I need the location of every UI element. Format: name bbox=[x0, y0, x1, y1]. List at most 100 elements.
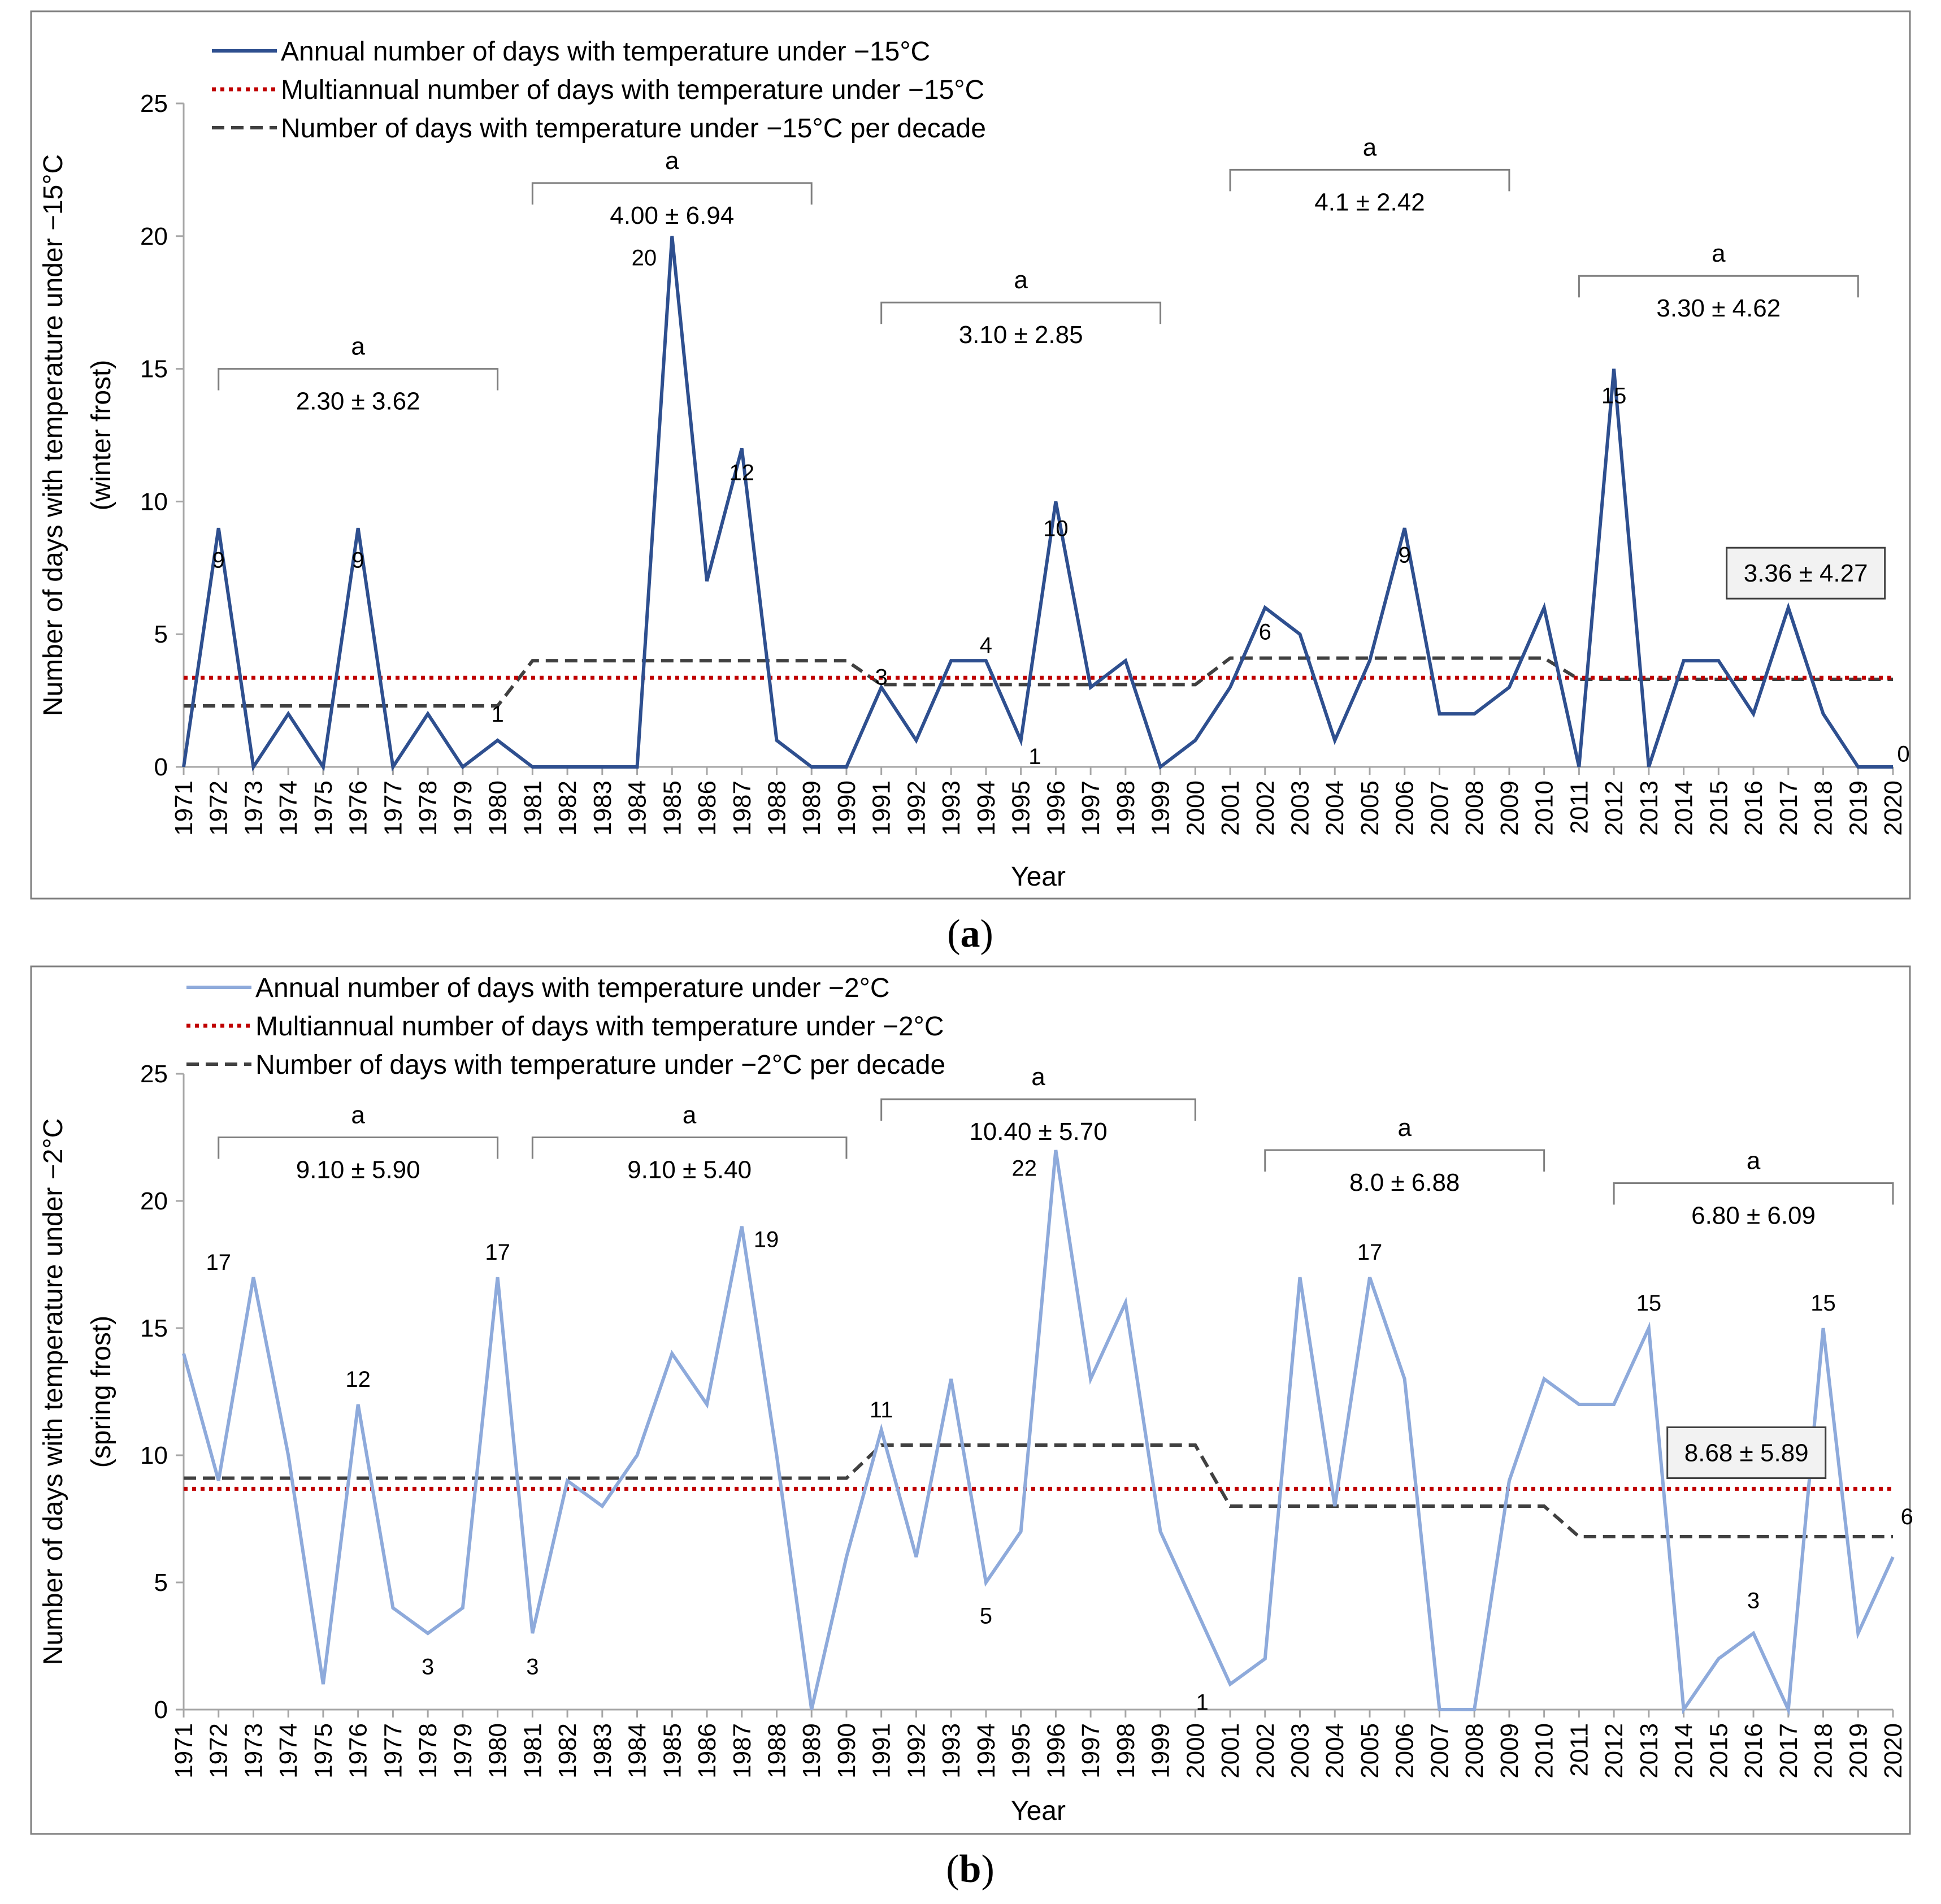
x-tick-label: 1981 bbox=[519, 780, 546, 836]
x-tick-label: 1992 bbox=[902, 780, 930, 836]
x-tick-label: 1971 bbox=[170, 1723, 198, 1779]
decade-bracket bbox=[1229, 168, 1510, 192]
decade-bracket bbox=[1613, 1182, 1894, 1205]
decade-mean-sd: 10.40 ± 5.70 bbox=[969, 1118, 1107, 1146]
x-tick-label: 2004 bbox=[1321, 780, 1349, 836]
x-tick-label: 2016 bbox=[1740, 780, 1768, 836]
decade-mean-sd: 2.30 ± 3.62 bbox=[296, 388, 420, 415]
x-tick-label: 2020 bbox=[1879, 1723, 1907, 1779]
chart-frame bbox=[30, 10, 1911, 900]
x-tick-label: 2017 bbox=[1775, 1723, 1803, 1779]
data-label: 9 bbox=[212, 548, 225, 573]
data-label: 12 bbox=[345, 1367, 371, 1392]
x-tick-label: 2013 bbox=[1635, 1723, 1663, 1779]
x-tick-label: 2018 bbox=[1810, 1723, 1838, 1779]
y-tick-label: 20 bbox=[140, 223, 168, 250]
x-tick-label: 2010 bbox=[1531, 1723, 1558, 1779]
decade-bracket bbox=[880, 301, 1162, 324]
data-label: 1 bbox=[1196, 1690, 1209, 1715]
x-tick-label: 1973 bbox=[240, 780, 267, 836]
legend-label: Number of days with temperature under −2… bbox=[255, 1050, 945, 1080]
data-label: 17 bbox=[485, 1240, 510, 1265]
legend-label: Multiannual number of days with temperat… bbox=[255, 1012, 944, 1042]
x-tick-label: 1989 bbox=[798, 780, 826, 836]
x-tick-label: 1980 bbox=[484, 1723, 512, 1779]
data-label: 1 bbox=[1028, 744, 1041, 769]
decade-group-letter: a bbox=[1747, 1147, 1761, 1175]
overall-mean-text: 8.68 ± 5.89 bbox=[1684, 1439, 1809, 1467]
decade-bracket bbox=[218, 368, 499, 391]
x-tick-label: 1972 bbox=[205, 1723, 233, 1779]
x-tick-label: 2001 bbox=[1217, 1723, 1244, 1779]
x-tick-label: 2003 bbox=[1287, 1723, 1314, 1779]
decade-mean-sd: 4.1 ± 2.42 bbox=[1314, 188, 1425, 216]
series-decade-line bbox=[184, 1443, 1893, 1538]
x-tick-label: 1992 bbox=[902, 1723, 930, 1779]
decade-group-letter: a bbox=[351, 333, 365, 361]
y-tick-label: 0 bbox=[154, 753, 168, 781]
x-tick-label: 1977 bbox=[379, 1723, 407, 1779]
overall-mean-box bbox=[1666, 1426, 1827, 1479]
data-label: 22 bbox=[1012, 1156, 1037, 1181]
x-tick-label: 1995 bbox=[1008, 1723, 1035, 1779]
data-label: 3 bbox=[422, 1655, 434, 1680]
x-tick-label: 2013 bbox=[1635, 780, 1663, 836]
x-tick-label: 2003 bbox=[1287, 780, 1314, 836]
x-tick-label: 1979 bbox=[449, 1723, 477, 1779]
x-tick-label: 2011 bbox=[1565, 1723, 1593, 1777]
x-tick-label: 1997 bbox=[1077, 780, 1105, 836]
decade-mean-sd: 3.10 ± 2.85 bbox=[959, 321, 1083, 349]
x-tick-label: 1974 bbox=[275, 780, 302, 836]
x-tick-label: 1993 bbox=[937, 1723, 965, 1779]
legend-label: Annual number of days with temperature u… bbox=[281, 37, 930, 67]
y-tick-label: 25 bbox=[140, 90, 168, 118]
x-tick-label: 2019 bbox=[1844, 780, 1872, 836]
y-axis-title: Number of days with temperature under −1… bbox=[38, 154, 68, 716]
x-tick-label: 1996 bbox=[1042, 780, 1070, 836]
x-tick-label: 2005 bbox=[1356, 780, 1384, 836]
data-label: 1 bbox=[491, 702, 503, 727]
caption-paren-close: ) bbox=[980, 912, 993, 955]
x-tick-label: 1988 bbox=[763, 1723, 791, 1779]
y-tick-label: 10 bbox=[140, 488, 168, 515]
data-label: 20 bbox=[632, 245, 657, 270]
decade-group-letter: a bbox=[351, 1101, 365, 1129]
x-tick-label: 2002 bbox=[1252, 780, 1279, 836]
panel-caption: (b) bbox=[946, 1847, 995, 1891]
x-tick-label: 1975 bbox=[310, 1723, 337, 1779]
x-tick-label: 2004 bbox=[1321, 1723, 1349, 1779]
y-tick-label: 10 bbox=[140, 1442, 168, 1469]
decade-group-letter: a bbox=[1014, 266, 1028, 294]
legend-label: Annual number of days with temperature u… bbox=[255, 973, 890, 1003]
data-label: 4 bbox=[980, 633, 992, 658]
caption-letter: a bbox=[961, 912, 980, 955]
x-tick-label: 1998 bbox=[1112, 1723, 1140, 1779]
x-tick-label: 1997 bbox=[1077, 1723, 1105, 1779]
x-tick-label: 2006 bbox=[1391, 780, 1419, 836]
x-tick-label: 1986 bbox=[693, 1723, 721, 1779]
legend-label: Number of days with temperature under −1… bbox=[281, 114, 986, 144]
chart-panel-b: 0 5 10 15 20 25 1971 1972 1973 1974 1975 1976 1977 19… bbox=[0, 955, 1941, 1904]
caption-paren-open: ( bbox=[946, 1847, 959, 1891]
decade-group-letter: a bbox=[1712, 240, 1726, 267]
x-tick-label: 1978 bbox=[414, 780, 442, 836]
x-tick-label: 2012 bbox=[1600, 1723, 1628, 1779]
overall-mean-box bbox=[1726, 547, 1886, 600]
overall-mean-text: 3.36 ± 4.27 bbox=[1744, 560, 1868, 587]
data-label: 17 bbox=[1357, 1240, 1383, 1265]
chart-panel-a: 0 5 10 15 20 25 1971 1972 1973 1974 1975 1976 1977 19… bbox=[30, 10, 1911, 955]
data-label: 6 bbox=[1259, 620, 1271, 645]
x-tick-label: 2002 bbox=[1252, 1723, 1279, 1779]
x-tick-label: 2020 bbox=[1879, 780, 1907, 836]
x-tick-label: 1983 bbox=[589, 1723, 616, 1779]
decade-group-letter: a bbox=[1031, 1063, 1045, 1091]
x-tick-label: 1996 bbox=[1042, 1723, 1070, 1779]
x-tick-label: 2011 bbox=[1565, 780, 1593, 834]
decade-bracket bbox=[531, 182, 813, 205]
y-tick-label: 5 bbox=[154, 621, 168, 648]
data-label: 12 bbox=[729, 461, 755, 485]
series-annual-line bbox=[182, 1150, 1895, 1716]
x-tick-label: 1981 bbox=[519, 1723, 546, 1779]
decade-mean-sd: 6.80 ± 6.09 bbox=[1691, 1202, 1816, 1230]
x-tick-label: 1985 bbox=[658, 1723, 686, 1779]
